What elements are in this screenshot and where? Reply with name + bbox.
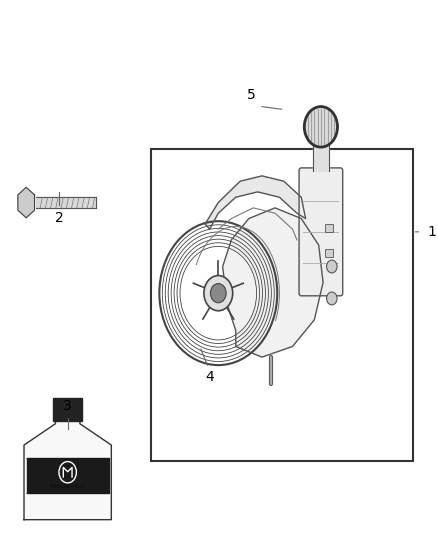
Polygon shape — [24, 401, 111, 520]
Circle shape — [327, 260, 337, 273]
Text: 3: 3 — [64, 399, 72, 413]
Text: 4: 4 — [205, 370, 214, 384]
Circle shape — [304, 107, 338, 147]
Circle shape — [204, 276, 233, 311]
Text: 2: 2 — [55, 211, 64, 224]
Text: MaxxPro®: MaxxPro® — [49, 484, 86, 489]
Polygon shape — [27, 458, 109, 493]
Bar — [151, 149, 413, 461]
Polygon shape — [53, 398, 82, 421]
Text: 5: 5 — [247, 88, 255, 102]
Bar — [325, 248, 333, 257]
Circle shape — [210, 284, 226, 303]
Circle shape — [327, 292, 337, 305]
Polygon shape — [313, 139, 329, 171]
Polygon shape — [223, 208, 323, 357]
Polygon shape — [205, 176, 306, 229]
Polygon shape — [36, 197, 96, 208]
Text: 1: 1 — [427, 225, 436, 239]
Polygon shape — [18, 187, 35, 218]
FancyBboxPatch shape — [299, 168, 343, 296]
Bar — [325, 224, 333, 232]
